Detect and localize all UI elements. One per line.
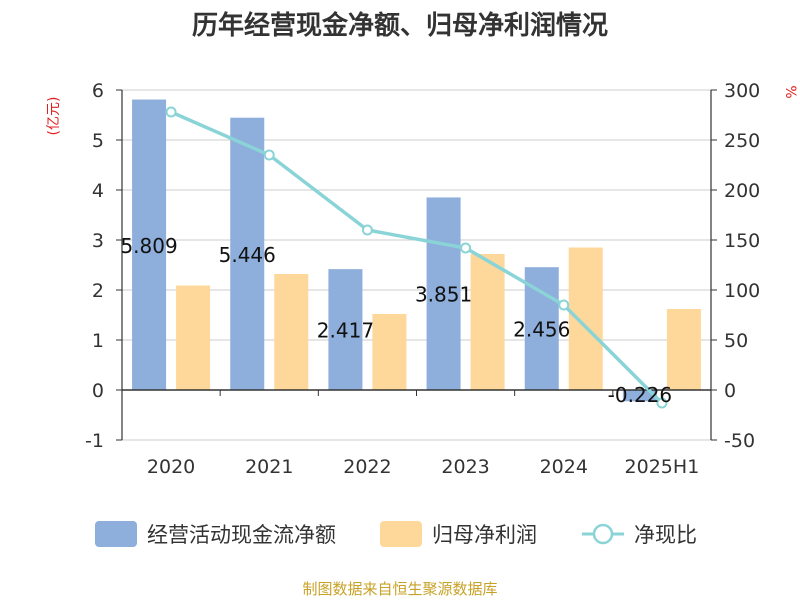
line-point xyxy=(263,149,275,161)
bar-归母净利润 xyxy=(470,254,505,390)
line-point xyxy=(460,242,472,254)
right-axis-unit: % xyxy=(782,85,798,98)
line-point xyxy=(361,224,373,236)
bar-归母净利润 xyxy=(274,274,309,390)
bar-归母净利润 xyxy=(176,285,211,390)
left-tick-label: 4 xyxy=(92,180,104,202)
bar-data-label: 3.851 xyxy=(415,283,472,307)
right-tick-label: 250 xyxy=(724,130,760,152)
data-labels: 5.809 5.446 2.417 3.851 2.456 -0.226 xyxy=(120,234,672,407)
line-point xyxy=(165,106,177,118)
line-point xyxy=(656,397,668,409)
bar-data-label: -0.226 xyxy=(608,383,672,407)
x-tick-label: 2021 xyxy=(245,456,293,478)
left-tick-label: 5 xyxy=(92,130,104,152)
legend-label: 净现比 xyxy=(634,523,697,547)
bar-data-label: 2.456 xyxy=(513,318,570,342)
source-note: 制图数据来自恒生聚源数据库 xyxy=(302,580,497,598)
left-axis-unit: (亿元) xyxy=(46,97,62,136)
legend-label: 经营活动现金流净额 xyxy=(147,523,336,547)
bar-经营活动现金流净额 xyxy=(230,117,265,390)
legend-swatch xyxy=(380,521,422,547)
bar-归母净利润 xyxy=(666,309,701,390)
x-tick-label: 2020 xyxy=(147,456,195,478)
left-tick-label: -1 xyxy=(85,430,104,452)
left-tick-label: 0 xyxy=(92,380,104,402)
right-tick-label: -50 xyxy=(724,430,755,452)
x-tick-label: 2023 xyxy=(441,456,489,478)
right-tick-label: 0 xyxy=(724,380,736,402)
line-series xyxy=(165,106,668,409)
right-tick-label: 50 xyxy=(724,330,748,352)
bar-归母净利润 xyxy=(568,247,603,390)
bar-data-label: 5.446 xyxy=(219,243,276,267)
bar-归母净利润 xyxy=(372,314,407,390)
x-tick-label: 2025H1 xyxy=(625,456,700,478)
bar-经营活动现金流净额 xyxy=(328,269,363,390)
bar-marks xyxy=(132,99,701,402)
legend-marker xyxy=(592,523,614,545)
bar-经营活动现金流净额 xyxy=(426,197,461,390)
right-tick-label: 300 xyxy=(724,80,760,102)
x-tick-label: 2022 xyxy=(343,456,391,478)
left-tick-label: 2 xyxy=(92,280,104,302)
chart-title: 历年经营现金净额、归母净利润情况 xyxy=(192,10,608,41)
legend-swatch xyxy=(95,521,137,547)
left-tick-label: 6 xyxy=(92,80,104,102)
legend: 经营活动现金流净额 归母净利润 净现比 xyxy=(95,521,697,547)
bar-data-label: 2.417 xyxy=(317,319,374,343)
line-point xyxy=(558,299,570,311)
left-tick-label: 1 xyxy=(92,330,104,352)
left-tick-label: 3 xyxy=(92,230,104,252)
right-tick-label: 150 xyxy=(724,230,760,252)
bar-经营活动现金流净额 xyxy=(132,99,167,391)
grid-lines xyxy=(122,89,711,441)
bar-data-label: 5.809 xyxy=(120,234,177,258)
bar-经营活动现金流净额 xyxy=(622,390,657,402)
right-tick-label: 200 xyxy=(724,180,760,202)
x-tick-label: 2024 xyxy=(540,456,588,478)
right-tick-label: 100 xyxy=(724,280,760,302)
axes: -1 0 1 2 3 4 5 6 -50 0 50 100 150 200 250 300 2020 2021 20… xyxy=(85,80,760,478)
legend-label: 归母净利润 xyxy=(432,523,537,547)
line-净现比 xyxy=(170,110,664,405)
